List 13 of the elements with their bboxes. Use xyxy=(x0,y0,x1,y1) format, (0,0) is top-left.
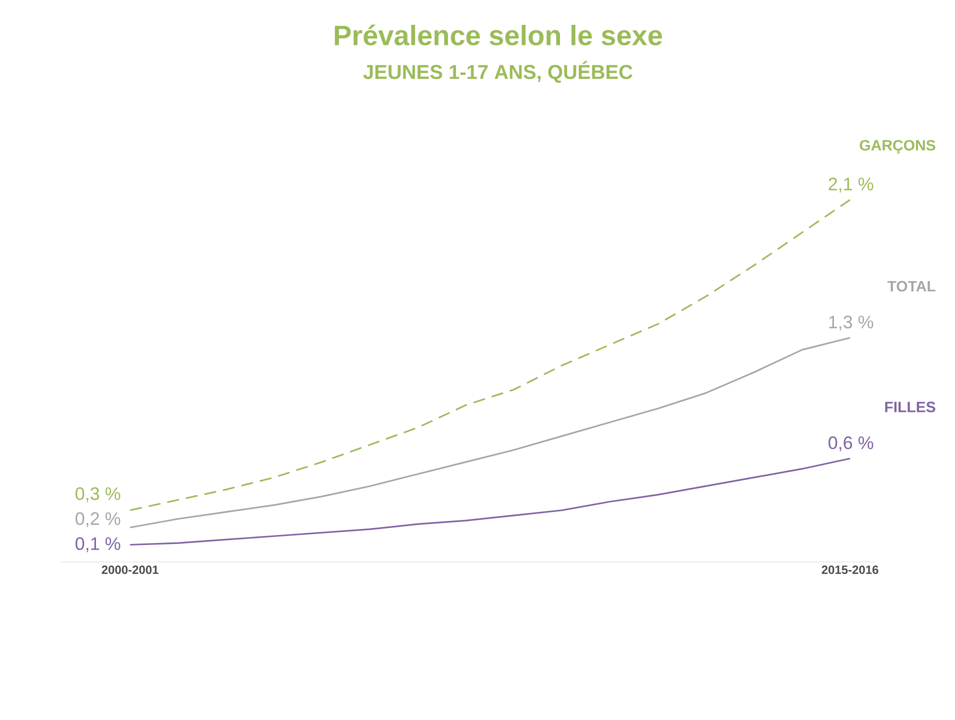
text: FILLES xyxy=(885,402,936,412)
data-label: 1,3 % xyxy=(829,316,874,331)
data-label: 2,1 % xyxy=(828,178,874,193)
data-label: 0,6 % xyxy=(828,436,874,452)
text: TOTAL xyxy=(887,280,936,292)
data-label: 0,2 % xyxy=(76,512,120,528)
data-label: 0,1 % xyxy=(76,537,120,552)
chart-title: Prévalence selon le sexe xyxy=(334,24,662,46)
text: GARÇONS xyxy=(860,140,936,154)
data-label: 0,3 % xyxy=(76,487,120,502)
x-tick-label: 2015-2016 xyxy=(822,566,878,574)
x-tick-label: 2000-2001 xyxy=(102,566,158,574)
chart-subtitle: JEUNES 1-17 ANS, QUÉBEC xyxy=(363,61,632,83)
